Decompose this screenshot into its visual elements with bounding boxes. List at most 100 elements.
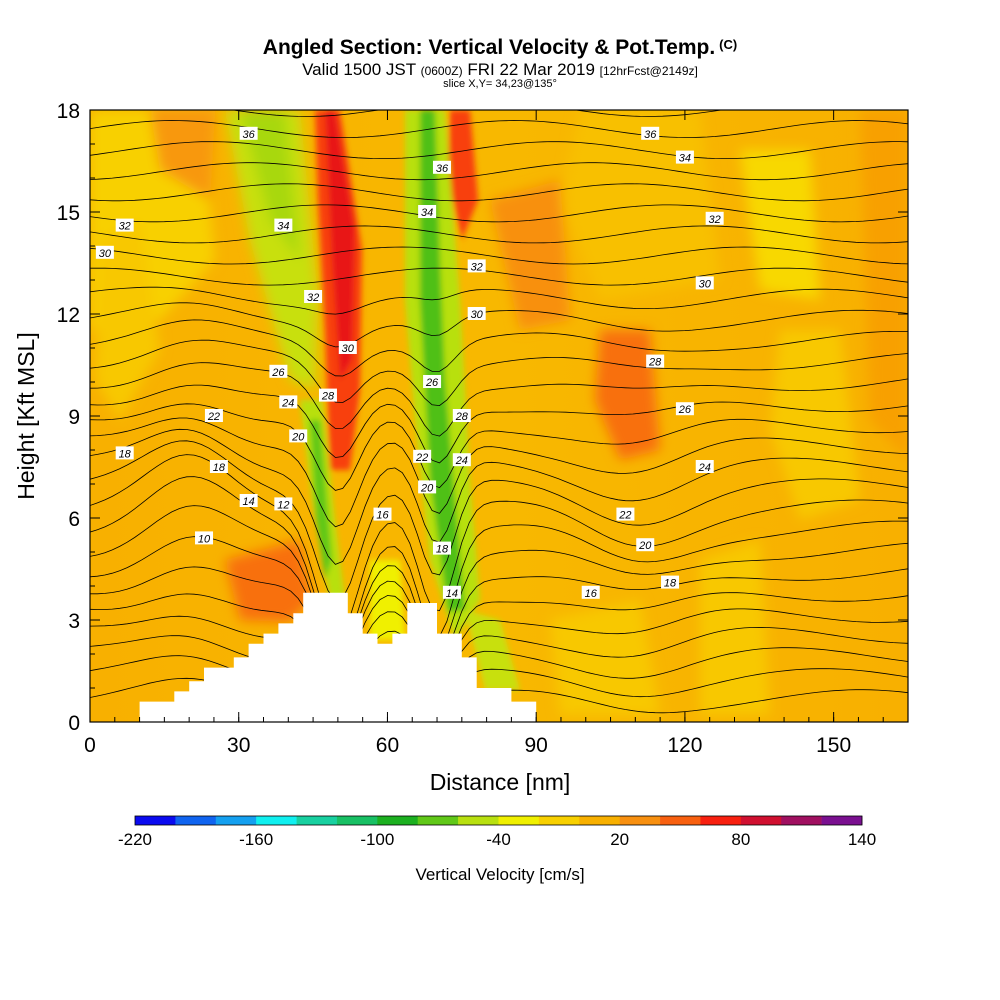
- theta-contour-line: [90, 615, 908, 695]
- colorbar-swatch: [781, 816, 822, 825]
- theta-label-box: [432, 160, 451, 174]
- theta-contour-line: [90, 78, 908, 95]
- theta-contour-line: [90, 267, 908, 286]
- theta-label-box: [115, 218, 134, 232]
- colorbar-swatch: [296, 816, 338, 825]
- theta-labels: 36 34 32 30 26 24 28 22 20 18 18 14 12 10 16 32 30 36 34 32…: [95, 126, 724, 600]
- theta-label: 16: [373, 507, 392, 522]
- theta-label-text: 18: [436, 544, 449, 556]
- theta-label: 20: [636, 538, 655, 552]
- theta-label: 28: [646, 354, 665, 369]
- theta-label-text: 24: [281, 397, 294, 409]
- theta-label: 14: [239, 494, 258, 508]
- subtitle-utc: (0600Z): [420, 64, 463, 78]
- theta-label-box: [413, 449, 432, 463]
- theta-contour-line: [90, 141, 908, 160]
- colorbar-swatch: [458, 816, 499, 825]
- velocity-zone-orange-sw: [225, 540, 312, 622]
- theta-label: 32: [304, 290, 323, 304]
- theta-label-box: [452, 453, 471, 467]
- theta-label-text: 18: [213, 462, 226, 474]
- theta-label: 26: [269, 364, 288, 379]
- colorbar-tick-label: 20: [610, 830, 629, 849]
- colorbar-swatch: [700, 816, 742, 825]
- theta-label-box: [373, 507, 392, 521]
- theta-contour-line: [90, 593, 908, 680]
- theta-label-text: 34: [277, 221, 289, 233]
- theta-label-box: [616, 507, 635, 521]
- theta-contour-line: [90, 246, 908, 265]
- theta-label-box: [646, 354, 665, 368]
- theta-label: 32: [705, 211, 724, 226]
- theta-label: 24: [279, 395, 298, 409]
- theta-label: 22: [616, 507, 635, 522]
- theta-contour-line: [90, 339, 908, 407]
- theta-label-text: 24: [698, 462, 711, 474]
- theta-label-text: 34: [421, 207, 433, 219]
- terrain: [139, 592, 537, 722]
- theta-label-text: 36: [436, 163, 449, 175]
- theta-label: 32: [467, 259, 486, 273]
- theta-contour-line: [90, 302, 908, 348]
- theta-label: 18: [115, 446, 134, 460]
- theta-label: 24: [452, 453, 471, 467]
- velocity-zone-downdraft-west: [225, 110, 318, 390]
- theta-contour-line: [90, 417, 908, 528]
- colorbar-tick-label: -40: [486, 830, 511, 849]
- theta-label-box: [239, 126, 258, 140]
- y-tick-label: 0: [68, 712, 80, 735]
- theta-label: 20: [289, 429, 308, 443]
- theta-label-text: 16: [376, 510, 389, 522]
- theta-label-box: [675, 150, 694, 164]
- theta-label-text: 10: [198, 533, 211, 545]
- theta-label-box: [289, 429, 308, 443]
- x-tick-label: 120: [667, 734, 702, 757]
- x-tick-label: 150: [816, 734, 851, 757]
- theta-contour-line: [90, 505, 908, 656]
- theta-label-box: [269, 364, 288, 378]
- subtitle-forecast: [12hrFcst@2149z]: [599, 64, 698, 78]
- theta-contour-line: [90, 655, 908, 722]
- theta-contour-line: [90, 183, 908, 202]
- theta-label-text: 22: [618, 510, 631, 522]
- theta-label-text: 28: [321, 391, 335, 403]
- theta-label: 32: [115, 218, 134, 233]
- theta-label-text: 20: [291, 431, 305, 443]
- theta-label-box: [442, 585, 461, 599]
- theta-label: 26: [423, 375, 442, 389]
- velocity-field: 36 34 32 30 26 24 28 22 20 18 18 14 12 10 16 32 30 36 34 32…: [90, 78, 908, 722]
- theta-label-text: 14: [243, 496, 255, 508]
- theta-label-box: [432, 541, 451, 555]
- theta-label-box: [318, 388, 337, 402]
- theta-contour-line: [90, 428, 908, 565]
- theta-label: 18: [661, 575, 680, 590]
- theta-label-box: [338, 341, 357, 354]
- theta-label-text: 30: [471, 309, 484, 321]
- theta-label-text: 30: [99, 248, 112, 260]
- y-tick-label: 9: [68, 406, 80, 429]
- theta-label: 10: [195, 531, 214, 545]
- theta-label-text: 28: [648, 357, 662, 369]
- velocity-zone-west-mid: [95, 220, 160, 420]
- colorbar-swatch: [215, 816, 257, 825]
- colorbar-tick-label: 140: [848, 830, 876, 849]
- theta-label-box: [195, 531, 214, 545]
- y-tick-label: 6: [68, 508, 80, 531]
- colorbar-swatch: [538, 816, 580, 825]
- colorbar-swatch: [417, 816, 459, 825]
- velocity-zone-yellow-pass: [370, 560, 405, 640]
- theta-contour-line: [90, 286, 908, 315]
- theta-label-text: 22: [207, 411, 220, 423]
- colorbar-swatch: [498, 816, 540, 825]
- x-axis: 0 30 60 90 120 150: [84, 110, 909, 757]
- theta-label: 34: [274, 218, 293, 233]
- theta-label: 20: [418, 480, 437, 494]
- theta-label: 36: [432, 160, 451, 175]
- theta-label-box: [279, 395, 298, 409]
- colorbar-swatch: [821, 816, 863, 825]
- colorbar: -220 -160 -100 -40 20 80 140: [118, 815, 876, 849]
- theta-contour-line: [90, 476, 908, 651]
- velocity-zone-yellow-east: [740, 150, 820, 300]
- theta-contour-line: [90, 403, 908, 491]
